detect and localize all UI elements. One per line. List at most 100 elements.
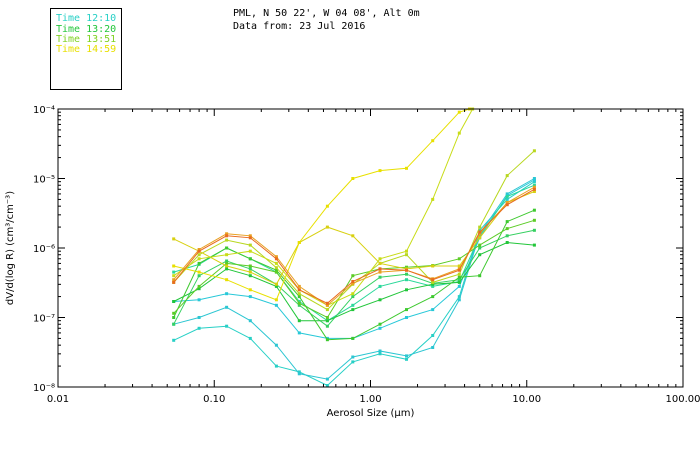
data-point xyxy=(325,319,329,323)
x-tick-label: 10.00 xyxy=(512,394,541,405)
data-point xyxy=(297,331,301,335)
data-point xyxy=(405,166,408,170)
data-point xyxy=(378,326,382,330)
data-point xyxy=(325,308,329,312)
data-point xyxy=(325,377,329,381)
data-point xyxy=(405,288,408,292)
data-point xyxy=(431,278,435,282)
data-point xyxy=(274,270,278,274)
data-point xyxy=(378,275,382,279)
data-point xyxy=(197,248,201,251)
data-point xyxy=(457,110,461,114)
series-11 xyxy=(172,107,471,302)
x-tick-label: 0.01 xyxy=(47,394,69,405)
y-tick-label: 10⁻⁵ xyxy=(33,175,55,186)
data-point xyxy=(197,257,201,261)
data-point xyxy=(172,311,176,315)
data-point xyxy=(405,265,408,269)
data-point xyxy=(478,232,482,236)
data-point xyxy=(532,178,536,182)
data-point xyxy=(378,284,382,288)
data-point xyxy=(351,234,355,238)
data-point xyxy=(197,284,201,288)
data-point xyxy=(405,354,408,358)
series-4 xyxy=(172,183,536,323)
data-point xyxy=(197,249,201,253)
data-point xyxy=(505,227,509,231)
series-line xyxy=(173,179,535,339)
data-point xyxy=(172,338,176,342)
data-point xyxy=(351,336,355,340)
data-point xyxy=(532,180,536,184)
series-1 xyxy=(172,180,536,387)
data-point xyxy=(478,253,482,257)
axes-layer: 0.01 0.10 1.00 10.00 100.00 10⁻⁸ 10⁻⁷ 10⁻⁶ 10⁻⁵ 1… xyxy=(33,105,700,405)
data-point xyxy=(457,268,461,272)
data-point xyxy=(274,268,278,272)
y-tick-label: 10⁻⁴ xyxy=(33,105,55,116)
data-point xyxy=(478,228,482,232)
series-line xyxy=(173,108,474,306)
data-point xyxy=(505,195,509,198)
data-point xyxy=(325,338,329,342)
series-14 xyxy=(172,187,536,305)
data-point xyxy=(532,208,536,212)
data-point xyxy=(431,197,435,201)
data-point xyxy=(478,274,482,278)
data-point xyxy=(505,201,509,205)
data-point xyxy=(325,225,329,229)
data-point xyxy=(351,308,355,312)
chart-header: PML, N 50 22', W 04 08', Alt 0m Data fro… xyxy=(233,7,420,33)
data-point xyxy=(457,257,461,261)
data-point xyxy=(297,370,301,374)
data-point xyxy=(378,169,382,173)
series-7 xyxy=(172,208,536,342)
data-point xyxy=(532,190,536,193)
x-axis-label: Aerosol Size (μm) xyxy=(327,408,415,419)
data-point xyxy=(325,324,329,328)
data-point xyxy=(297,372,301,376)
data-point xyxy=(351,355,355,359)
legend-box: Time 12:10 Time 13:20 Time 13:51 Time 14… xyxy=(50,8,122,90)
data-point xyxy=(457,275,461,279)
data-point xyxy=(274,303,278,307)
data-point xyxy=(505,203,509,207)
data-point xyxy=(457,272,461,276)
data-point xyxy=(197,261,201,265)
data-point xyxy=(274,282,278,286)
legend-item-1: Time 12:10 xyxy=(56,13,117,24)
data-point xyxy=(351,274,355,278)
data-point xyxy=(325,384,329,387)
data-point xyxy=(351,303,355,307)
data-point xyxy=(172,274,176,278)
series-2 xyxy=(172,177,536,381)
data-point xyxy=(351,360,355,364)
data-point xyxy=(297,301,301,305)
data-point xyxy=(505,174,509,178)
data-point xyxy=(378,270,382,274)
data-point xyxy=(532,218,536,222)
data-point xyxy=(274,298,278,302)
data-point xyxy=(225,292,229,296)
data-point xyxy=(248,267,252,271)
data-point xyxy=(457,295,461,299)
data-point xyxy=(405,249,408,253)
x-tick-label: 1.00 xyxy=(359,394,381,405)
data-point xyxy=(351,280,355,283)
data-point xyxy=(248,270,252,274)
data-point xyxy=(197,274,201,278)
data-point xyxy=(297,300,301,303)
data-point xyxy=(274,261,278,265)
data-point xyxy=(405,268,408,272)
data-point xyxy=(431,284,435,288)
data-point xyxy=(532,187,536,191)
data-point xyxy=(532,228,536,232)
data-point xyxy=(248,234,252,238)
data-point xyxy=(225,261,229,265)
data-point xyxy=(297,319,301,323)
data-point xyxy=(405,272,408,276)
data-point xyxy=(378,322,382,326)
series-10 xyxy=(172,190,536,286)
location-text: PML, N 50 22', W 04 08', Alt 0m xyxy=(233,8,420,19)
data-point xyxy=(405,316,408,319)
